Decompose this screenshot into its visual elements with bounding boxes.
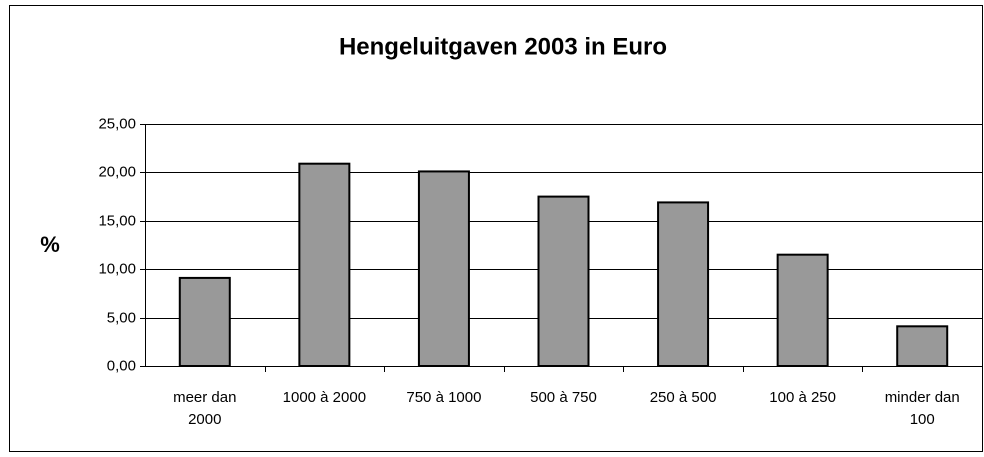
bar (417, 170, 470, 367)
x-tick-label: 1000 à 2000 (283, 389, 366, 406)
x-tick-label: meer dan 2000 (173, 389, 236, 428)
x-tick-label: 750 à 1000 (406, 389, 481, 406)
bar (896, 325, 949, 368)
y-axis-label: % (40, 232, 60, 257)
bar (298, 162, 351, 367)
bar (776, 253, 829, 367)
bar (657, 201, 710, 367)
bar (178, 276, 231, 367)
y-tick-label: 10,00 (98, 260, 136, 277)
x-tick-label: 250 à 500 (650, 389, 717, 406)
y-tick-label: 20,00 (98, 163, 136, 180)
y-tick-label: 5,00 (107, 309, 136, 326)
x-tick-label: minder dan 100 (885, 389, 960, 428)
y-tick-label: 25,00 (98, 115, 136, 132)
y-tick-label: 15,00 (98, 212, 136, 229)
x-tick-label: 100 à 250 (769, 389, 836, 406)
chart-frame (9, 5, 983, 452)
y-tick-label: 0,00 (107, 357, 136, 374)
x-tick-label: 500 à 750 (530, 389, 597, 406)
bar (537, 195, 590, 367)
chart-title: Hengeluitgaven 2003 in Euro (339, 33, 667, 60)
